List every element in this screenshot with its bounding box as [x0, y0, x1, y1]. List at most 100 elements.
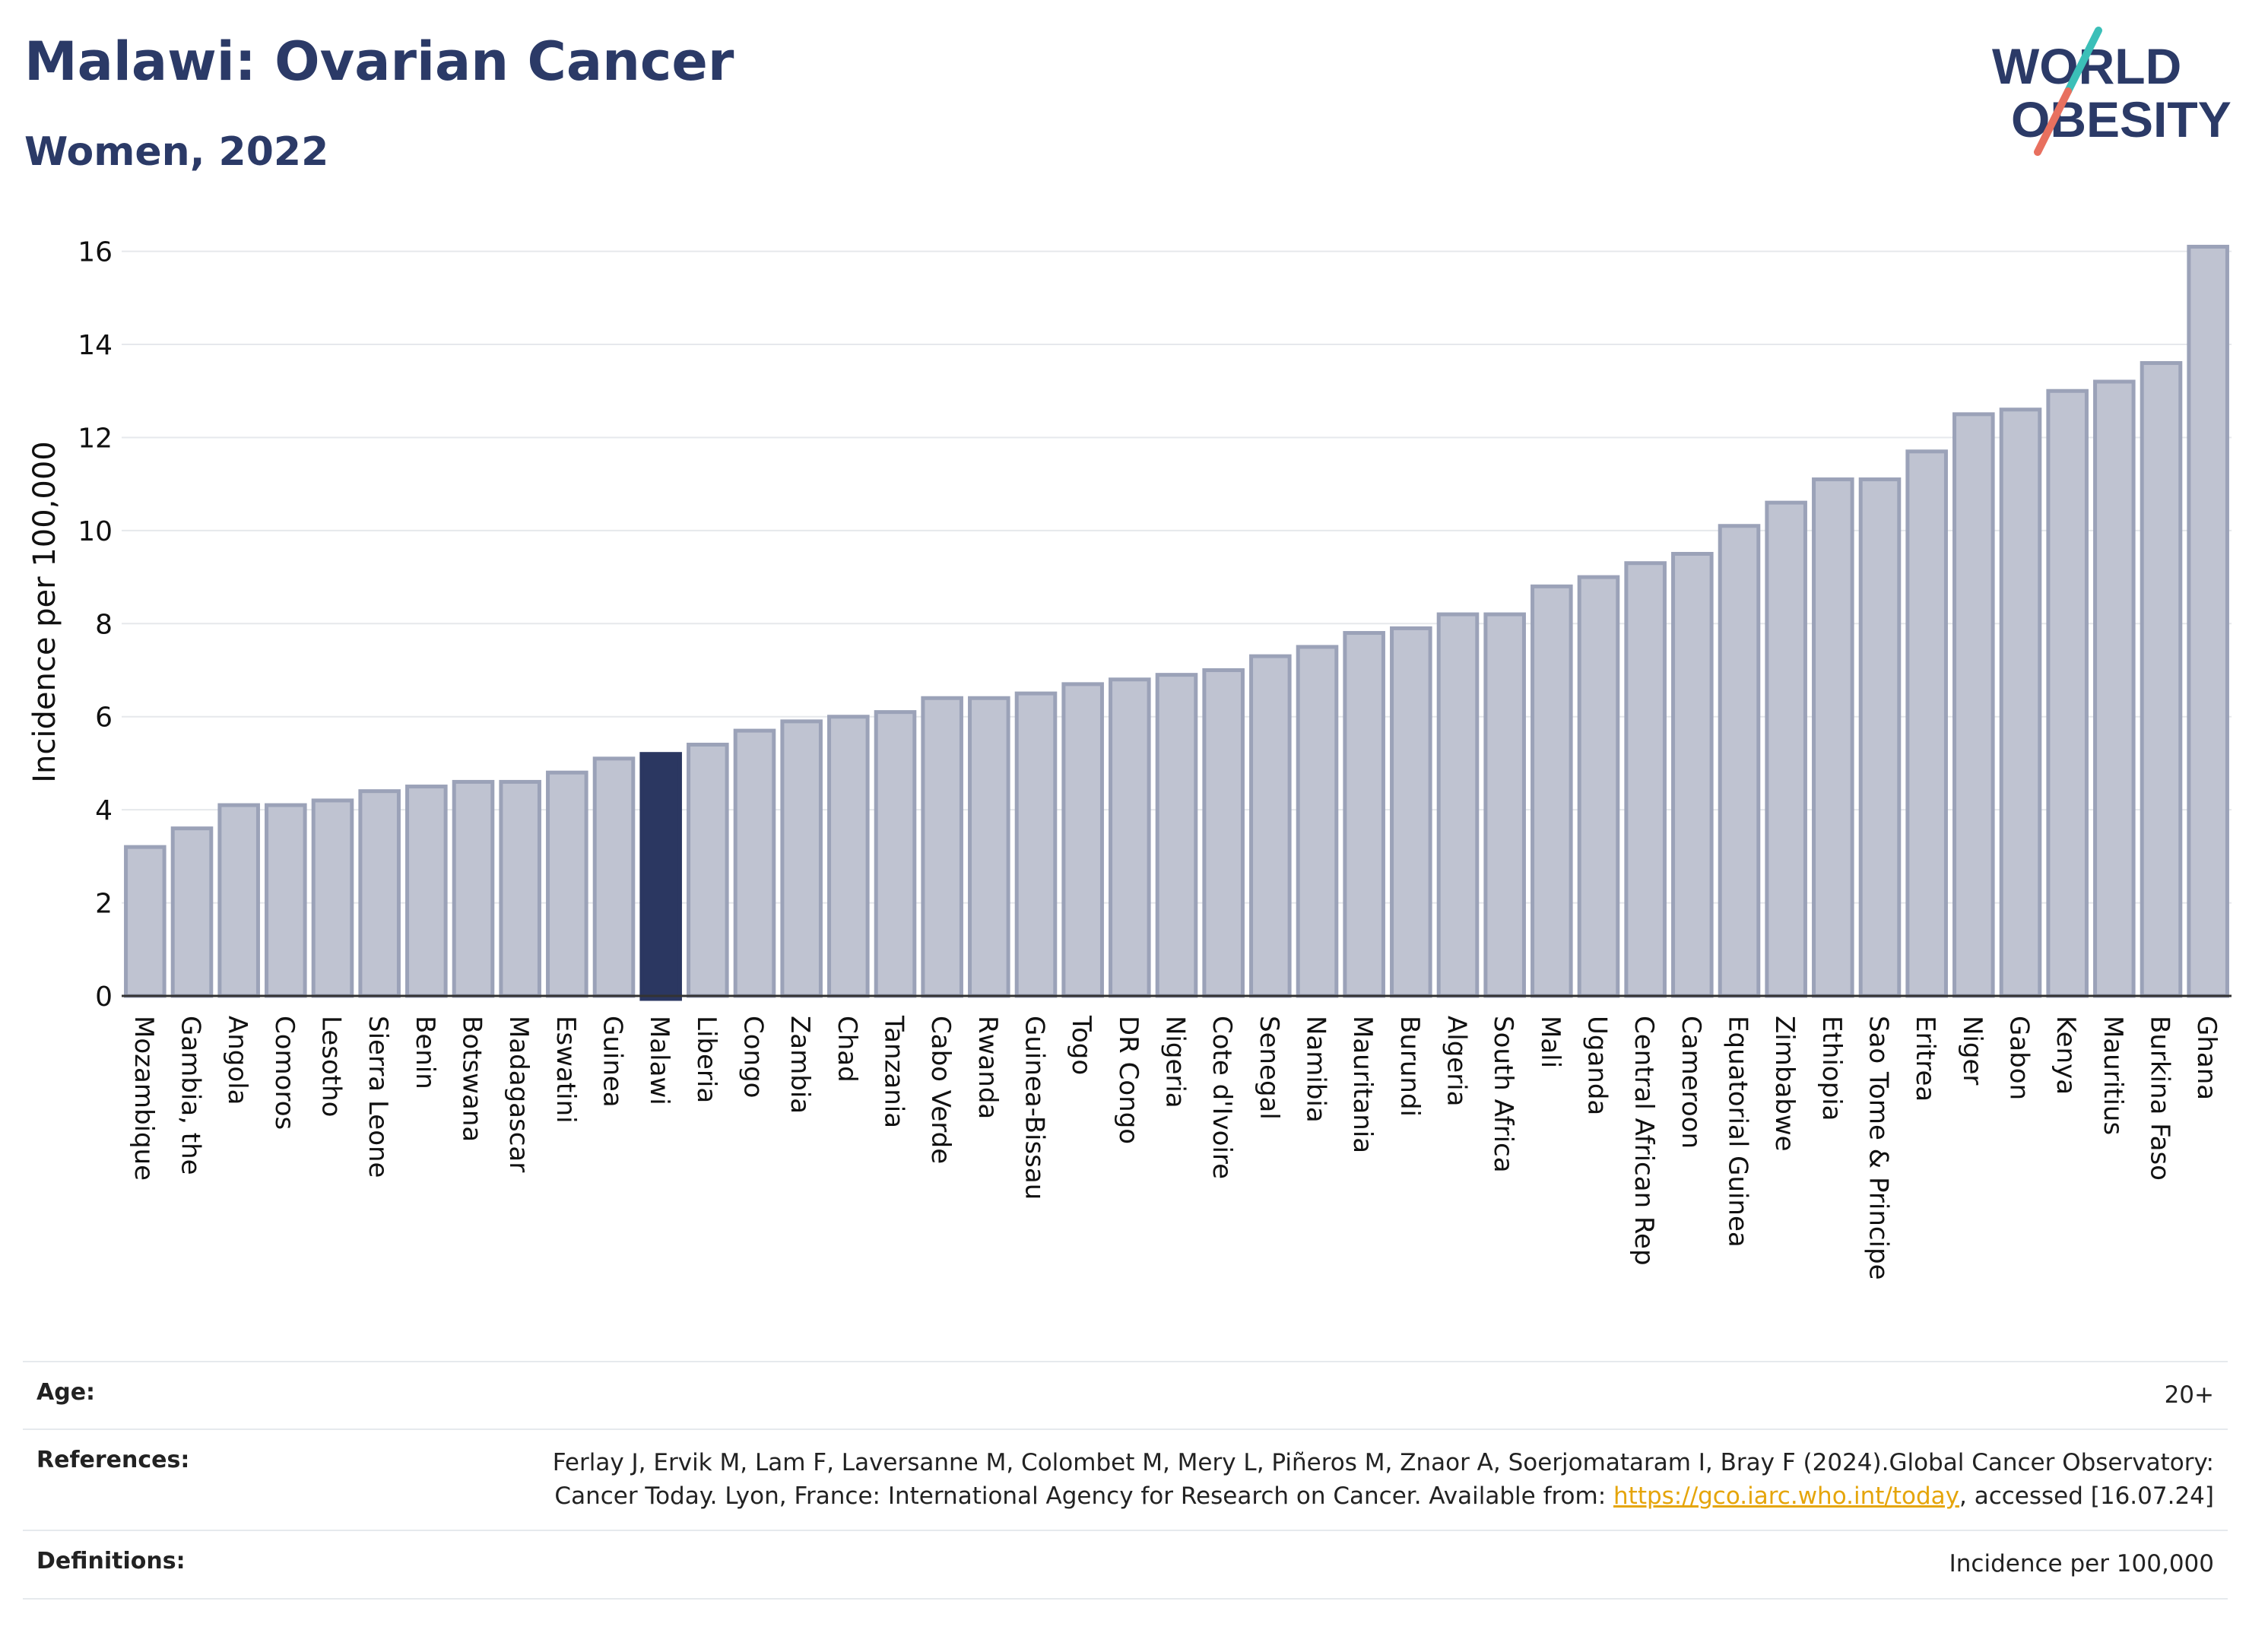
bar: [1390, 626, 1432, 998]
y-tick-label: 6: [95, 702, 113, 734]
bar: [687, 742, 729, 998]
meta-row-definitions: Definitions: Incidence per 100,000: [23, 1530, 2228, 1600]
x-tick-label: Mauritius: [2098, 1016, 2128, 1135]
x-tick-label: Uganda: [1582, 1016, 1613, 1115]
x-tick-label: Gabon: [2004, 1016, 2035, 1100]
x-tick-label: Mali: [1535, 1016, 1565, 1068]
x-tick-label: Burkina Faso: [2145, 1016, 2175, 1181]
x-tick-label: Malawi: [644, 1016, 674, 1105]
x-tick-label: South Africa: [1488, 1016, 1518, 1173]
bar: [1202, 668, 1245, 998]
bar: [546, 770, 588, 998]
bar: [827, 715, 870, 998]
references-suffix: , accessed [16.07.24]: [1959, 1482, 2214, 1510]
definitions-value: Incidence per 100,000: [1949, 1550, 2214, 1578]
bar: [1671, 551, 1714, 998]
x-tick-label: Ethiopia: [1816, 1016, 1847, 1121]
bar: [2140, 361, 2183, 998]
x-tick-label: Burundi: [1394, 1016, 1425, 1117]
references-value: Ferlay J, Ervik M, Lam F, Laversanne M, …: [503, 1447, 2214, 1513]
x-tick-label: Madagascar: [503, 1016, 534, 1172]
bar: [1249, 654, 1292, 998]
x-tick-label: DR Congo: [1113, 1016, 1144, 1144]
x-tick-label: Cameroon: [1676, 1016, 1706, 1149]
x-tick-label: Nigeria: [1160, 1016, 1191, 1108]
bar: [921, 696, 963, 998]
x-tick-label: Mozambique: [128, 1016, 159, 1181]
x-tick-label: Tanzania: [879, 1015, 909, 1128]
x-tick-label: Gambia, the: [176, 1016, 206, 1175]
chart-subtitle: Women, 2022: [24, 129, 329, 175]
meta-row-age: Age: 20+: [23, 1361, 2228, 1428]
bar: [1952, 412, 1995, 998]
bar: [311, 798, 354, 998]
x-tick-label: Lesotho: [316, 1016, 347, 1117]
x-tick-label: Sierra Leone: [363, 1016, 393, 1178]
x-tick-label: Rwanda: [972, 1016, 1003, 1119]
bar: [1858, 477, 1902, 998]
y-tick-label: 14: [78, 330, 113, 361]
bar: [1624, 561, 1667, 998]
x-tick-label: Namibia: [1301, 1016, 1331, 1123]
y-tick-label: 10: [78, 516, 113, 547]
logo-slash-teal: [2064, 27, 2102, 95]
bar: [1812, 477, 1854, 998]
x-tick-label: Benin: [410, 1016, 440, 1089]
y-axis-ticks: 0 2 4 6 8 10 12 14 16: [78, 237, 113, 1013]
bar-chart: 0 2 4 6 8 10 12 14 16 Mozambique Gambia, the Angol…: [27, 237, 2232, 1280]
bar-highlighted: [639, 752, 682, 1001]
x-tick-label: Mauritania: [1347, 1016, 1378, 1153]
metadata-table: Age: 20+ References: Ferlay J, Ervik M, …: [23, 1361, 2228, 1600]
meta-row-references: References: Ferlay J, Ervik M, Lam F, La…: [23, 1428, 2228, 1530]
y-tick-label: 12: [78, 423, 113, 454]
bar: [1296, 645, 1339, 998]
x-tick-label: Equatorial Guinea: [1723, 1016, 1753, 1248]
x-tick-label: Botswana: [457, 1016, 487, 1142]
bar: [358, 789, 401, 998]
y-tick-label: 8: [95, 609, 113, 640]
x-tick-label: Comoros: [269, 1016, 300, 1130]
bar: [2093, 379, 2136, 998]
bar: [1765, 500, 1807, 998]
y-tick-label: 16: [78, 237, 113, 268]
x-tick-label: Senegal: [1254, 1016, 1284, 1120]
x-tick-label: Guinea-Bissau: [1020, 1016, 1050, 1200]
bar: [265, 803, 307, 998]
x-tick-label: Cabo Verde: [925, 1016, 956, 1164]
bar: [1155, 673, 1198, 998]
age-value: 20+: [2164, 1381, 2214, 1409]
world-obesity-logo: WORLD OBESITY: [1992, 27, 2232, 156]
bar: [733, 728, 776, 998]
bar: [405, 785, 448, 998]
bar: [499, 779, 541, 998]
bar: [780, 719, 823, 998]
bar: [2187, 244, 2229, 998]
definitions-label: Definitions:: [36, 1548, 186, 1575]
bar: [874, 710, 917, 998]
bar: [1531, 584, 1573, 998]
x-axis-labels: Mozambique Gambia, the Angola Comoros Lesoth…: [128, 1015, 2222, 1280]
x-tick-label: Congo: [738, 1016, 769, 1098]
x-tick-label: Guinea: [598, 1016, 628, 1108]
bar: [217, 803, 260, 998]
bars: [124, 244, 2229, 1001]
bar: [452, 779, 495, 998]
bar: [1343, 631, 1385, 998]
y-axis-label: Incidence per 100,000: [27, 441, 62, 783]
x-tick-label: Eswatini: [550, 1016, 581, 1124]
bar: [968, 696, 1010, 998]
x-tick-label: Eritrea: [1910, 1016, 1940, 1102]
references-label: References:: [36, 1447, 190, 1474]
references-link[interactable]: https://gco.iarc.who.int/today: [1613, 1482, 1959, 1510]
logo-slash-coral: [2034, 87, 2072, 156]
bar: [170, 826, 214, 998]
x-tick-label: Liberia: [691, 1016, 722, 1103]
y-tick-label: 0: [95, 981, 113, 1013]
x-tick-label: Algeria: [1442, 1016, 1472, 1106]
bar: [2046, 388, 2089, 998]
age-label: Age:: [36, 1379, 96, 1406]
bar: [1483, 612, 1526, 998]
bar: [592, 756, 636, 998]
x-tick-label: Zimbabwe: [1769, 1016, 1800, 1152]
y-tick-label: 2: [95, 889, 113, 920]
